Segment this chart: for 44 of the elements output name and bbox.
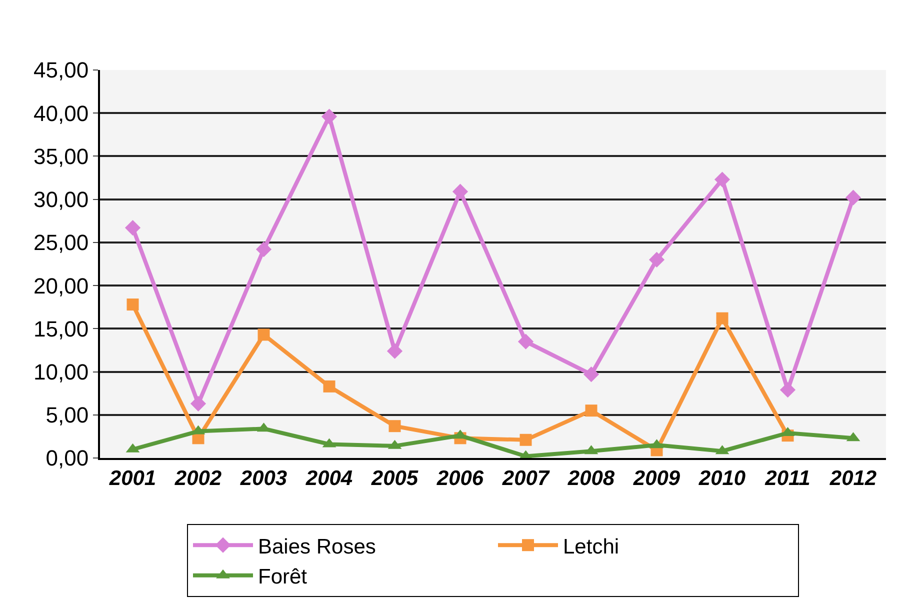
point — [716, 312, 728, 324]
x-tick-label: 2008 — [566, 467, 615, 490]
point — [780, 382, 796, 398]
point — [845, 190, 862, 206]
point — [388, 420, 401, 432]
x-tick-label: 2005 — [370, 467, 418, 490]
point — [585, 404, 598, 417]
x-tick-label: 2011 — [764, 467, 810, 490]
x-tick-label: 2006 — [436, 467, 484, 490]
point — [256, 242, 272, 258]
point — [124, 220, 141, 236]
y-tick-label: 20,00 — [34, 273, 89, 298]
point — [648, 252, 665, 268]
point — [386, 343, 403, 359]
point — [321, 108, 338, 124]
y-tick-label: 45,00 — [34, 58, 89, 83]
x-tick-label: 2009 — [632, 467, 680, 490]
y-tick-label: 15,00 — [34, 316, 89, 342]
y-tick-label: 10,00 — [34, 359, 89, 384]
x-tick-label: 2012 — [828, 467, 877, 490]
x-tick-label: 2010 — [698, 467, 746, 490]
x-tick-label: 2004 — [304, 467, 353, 490]
point — [714, 172, 730, 188]
y-tick-label: 25,00 — [34, 230, 89, 256]
point — [452, 184, 468, 200]
legend-label: Baies Roses — [258, 535, 376, 558]
point — [258, 328, 270, 341]
x-tick-label: 2007 — [501, 467, 550, 490]
point — [190, 396, 206, 412]
point — [126, 298, 139, 311]
x-tick-label: 2003 — [239, 467, 288, 490]
y-tick-label: 0,00 — [46, 446, 89, 471]
point — [520, 434, 532, 446]
y-tick-label: 5,00 — [46, 402, 89, 428]
point — [518, 334, 534, 350]
legend-label: Forêt — [258, 566, 308, 589]
y-tick-label: 35,00 — [34, 144, 89, 169]
legend-label: Letchi — [563, 535, 620, 558]
point — [583, 366, 600, 382]
y-tick-label: 40,00 — [34, 100, 89, 126]
point — [323, 380, 336, 392]
x-tick-label: 2002 — [174, 467, 222, 490]
x-tick-label: 2001 — [108, 467, 156, 490]
y-tick-label: 30,00 — [34, 187, 89, 212]
